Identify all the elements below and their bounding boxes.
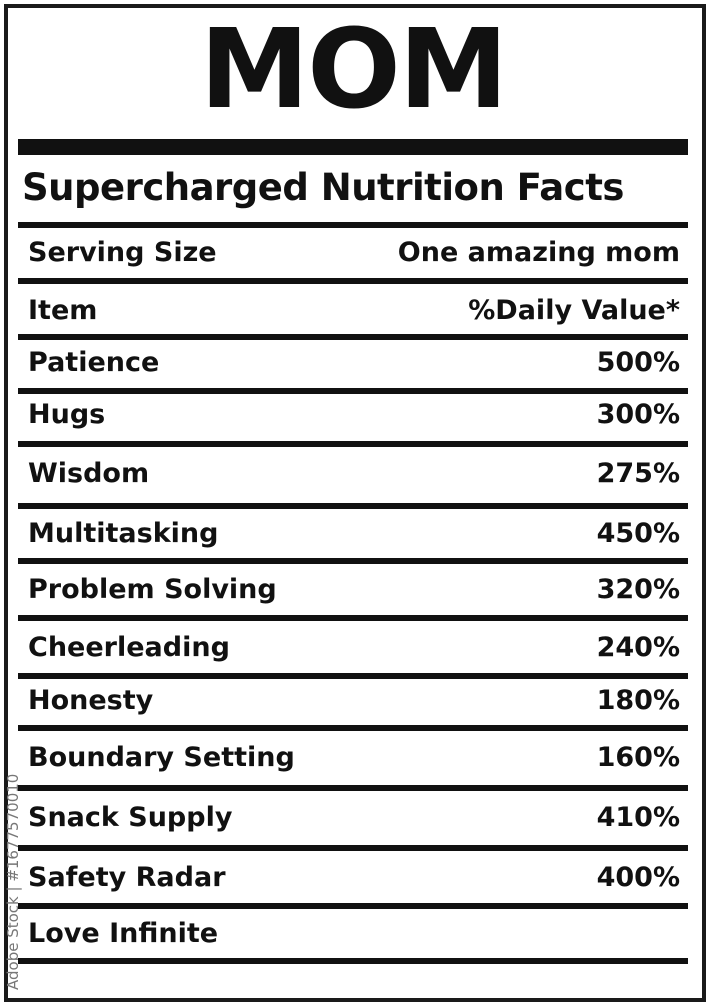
table-row: Cheerleading 240% bbox=[28, 627, 680, 667]
row-item: Multitasking bbox=[28, 517, 219, 549]
divider bbox=[18, 222, 688, 228]
divider bbox=[18, 334, 688, 340]
divider bbox=[18, 725, 688, 731]
table-row: Patience 500% bbox=[28, 342, 680, 382]
label-title: MOM bbox=[199, 5, 508, 133]
row-value: 320% bbox=[596, 573, 680, 605]
row-value: 450% bbox=[596, 517, 680, 549]
row-value: 160% bbox=[596, 741, 680, 773]
table-row: Boundary Setting 160% bbox=[28, 737, 680, 777]
row-item: Problem Solving bbox=[28, 573, 277, 605]
row-item: Patience bbox=[28, 346, 160, 378]
row-item: Snack Supply bbox=[28, 801, 233, 833]
divider bbox=[18, 615, 688, 621]
row-value: 300% bbox=[596, 398, 680, 430]
divider bbox=[18, 441, 688, 447]
divider bbox=[18, 958, 688, 964]
row-item: Safety Radar bbox=[28, 861, 226, 893]
title-divider bbox=[18, 139, 688, 155]
table-row: Multitasking 450% bbox=[28, 513, 680, 553]
table-row: Problem Solving 320% bbox=[28, 569, 680, 609]
divider bbox=[18, 673, 688, 679]
divider bbox=[18, 388, 688, 394]
table-row: Honesty 180% bbox=[28, 680, 680, 720]
table-row: Wisdom 275% bbox=[28, 453, 680, 493]
label-subtitle: Supercharged Nutrition Facts bbox=[22, 166, 624, 209]
row-value: 240% bbox=[596, 631, 680, 663]
divider bbox=[18, 785, 688, 791]
row-value: 410% bbox=[596, 801, 680, 833]
row-item: Wisdom bbox=[28, 457, 150, 489]
header-daily-value: %Daily Value* bbox=[468, 294, 680, 326]
table-row: Love Infinite bbox=[28, 913, 680, 953]
row-item: Boundary Setting bbox=[28, 741, 295, 773]
divider bbox=[18, 278, 688, 284]
row-value: 275% bbox=[596, 457, 680, 489]
divider bbox=[18, 503, 688, 509]
serving-size-row: Serving Size One amazing mom bbox=[28, 232, 680, 272]
row-item: Honesty bbox=[28, 684, 154, 716]
row-item: Love Infinite bbox=[28, 917, 219, 949]
divider bbox=[18, 558, 688, 564]
row-item: Cheerleading bbox=[28, 631, 230, 663]
divider bbox=[18, 845, 688, 851]
row-item: Hugs bbox=[28, 398, 106, 430]
serving-size-label: Serving Size bbox=[28, 236, 217, 268]
row-value: 500% bbox=[596, 346, 680, 378]
header-row: Item %Daily Value* bbox=[28, 290, 680, 330]
serving-size-value: One amazing mom bbox=[397, 236, 680, 268]
row-value: 400% bbox=[596, 861, 680, 893]
table-row: Snack Supply 410% bbox=[28, 797, 680, 837]
table-row: Safety Radar 400% bbox=[28, 857, 680, 897]
divider bbox=[18, 903, 688, 909]
header-item: Item bbox=[28, 294, 98, 326]
table-row: Hugs 300% bbox=[28, 394, 680, 434]
row-value: 180% bbox=[596, 684, 680, 716]
stock-watermark: Adobe Stock | #1677570010 bbox=[4, 773, 22, 990]
